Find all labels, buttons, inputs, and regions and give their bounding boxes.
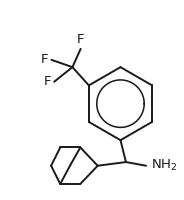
- Text: F: F: [43, 75, 51, 88]
- Text: NH$_2$: NH$_2$: [151, 158, 177, 173]
- Text: F: F: [77, 33, 84, 46]
- Text: F: F: [41, 53, 48, 66]
